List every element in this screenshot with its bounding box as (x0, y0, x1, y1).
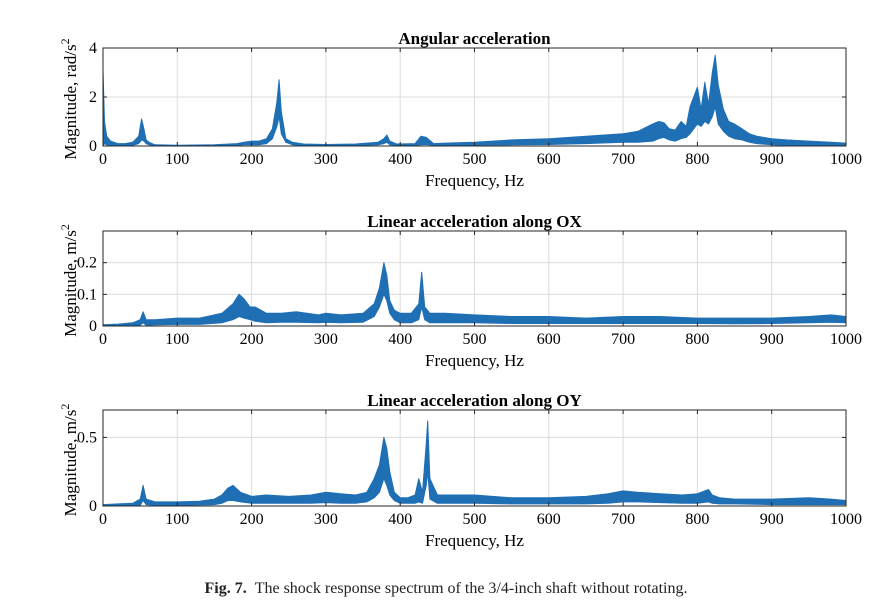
x-tick-label: 600 (537, 151, 561, 168)
y-axis-label-text: Magnitude, rad/s (61, 44, 80, 159)
x-tick-label: 1000 (830, 151, 862, 168)
x-tick-label: 500 (463, 331, 487, 348)
x-tick-label: 100 (165, 331, 189, 348)
x-tick-label: 600 (537, 331, 561, 348)
chart-title: Linear acceleration along OX (367, 212, 582, 231)
x-tick-label: 900 (760, 511, 784, 528)
x-axis-label: Frequency, Hz (425, 171, 524, 190)
x-tick-label: 400 (388, 151, 412, 168)
x-tick-label: 700 (611, 511, 635, 528)
y-tick-label: 0 (89, 498, 97, 515)
x-tick-label: 300 (314, 151, 338, 168)
y-axis-label-exponent: 2 (58, 224, 72, 230)
x-tick-label: 800 (685, 511, 709, 528)
x-tick-label: 400 (388, 511, 412, 528)
y-axis-label: Magnitude, rad/s2 (58, 38, 80, 159)
x-tick-label: 800 (685, 151, 709, 168)
subplot-angular-acceleration: 0 100 200 300 400 500 600 700 800 900 1000 0 2 4 Angul… (58, 29, 862, 190)
y-tick-label: 0 (89, 318, 97, 335)
x-tick-label: 900 (760, 331, 784, 348)
chart-title: Angular acceleration (398, 29, 551, 48)
chart-title: Linear acceleration along OY (367, 391, 582, 410)
x-tick-label: 500 (463, 151, 487, 168)
y-tick-label: 0.5 (77, 429, 97, 446)
y-tick-label: 0 (89, 138, 97, 155)
y-tick-label: 2 (89, 89, 97, 106)
x-tick-label: 100 (165, 151, 189, 168)
y-axis-label: Magnitude, m/s2 (58, 404, 80, 517)
subplot-linear-acceleration-oy: 0 100 200 300 400 500 600 700 800 900 1000 0 0.5 Line… (58, 391, 862, 550)
x-tick-label: 700 (611, 151, 635, 168)
x-tick-label: 100 (165, 511, 189, 528)
y-axis-label-exponent: 2 (58, 404, 72, 410)
y-tick-label: 0.1 (77, 286, 97, 303)
subplot-linear-acceleration-ox: 0 100 200 300 400 500 600 700 800 900 1000 0 0.1 0.2 L… (58, 212, 862, 370)
x-tick-label: 200 (240, 151, 264, 168)
x-tick-label: 300 (314, 331, 338, 348)
x-tick-label: 900 (760, 151, 784, 168)
x-axis-label: Frequency, Hz (425, 531, 524, 550)
caption-label: Fig. 7. (204, 580, 247, 597)
y-tick-label: 4 (89, 40, 97, 57)
x-tick-label: 300 (314, 511, 338, 528)
x-tick-label: 700 (611, 331, 635, 348)
y-tick-label: 0.2 (77, 255, 97, 272)
y-axis-label-text: Magnitude, m/s (61, 230, 80, 337)
caption-text: The shock response spectrum of the 3/4-i… (254, 580, 688, 597)
x-tick-label: 0 (99, 511, 107, 528)
x-axis-label: Frequency, Hz (425, 351, 524, 370)
y-axis-label: Magnitude, m/s2 (58, 224, 80, 337)
x-tick-label: 400 (388, 331, 412, 348)
x-tick-label: 500 (463, 511, 487, 528)
x-tick-label: 0 (99, 151, 107, 168)
x-tick-label: 0 (99, 331, 107, 348)
figure-caption: Fig. 7. The shock response spectrum of th… (0, 580, 892, 598)
x-tick-label: 800 (685, 331, 709, 348)
x-tick-label: 200 (240, 511, 264, 528)
y-axis-label-text: Magnitude, m/s (61, 410, 80, 517)
x-tick-label: 1000 (830, 511, 862, 528)
x-tick-label: 600 (537, 511, 561, 528)
x-tick-label: 200 (240, 331, 264, 348)
x-tick-label: 1000 (830, 331, 862, 348)
y-axis-label-exponent: 2 (58, 38, 72, 44)
